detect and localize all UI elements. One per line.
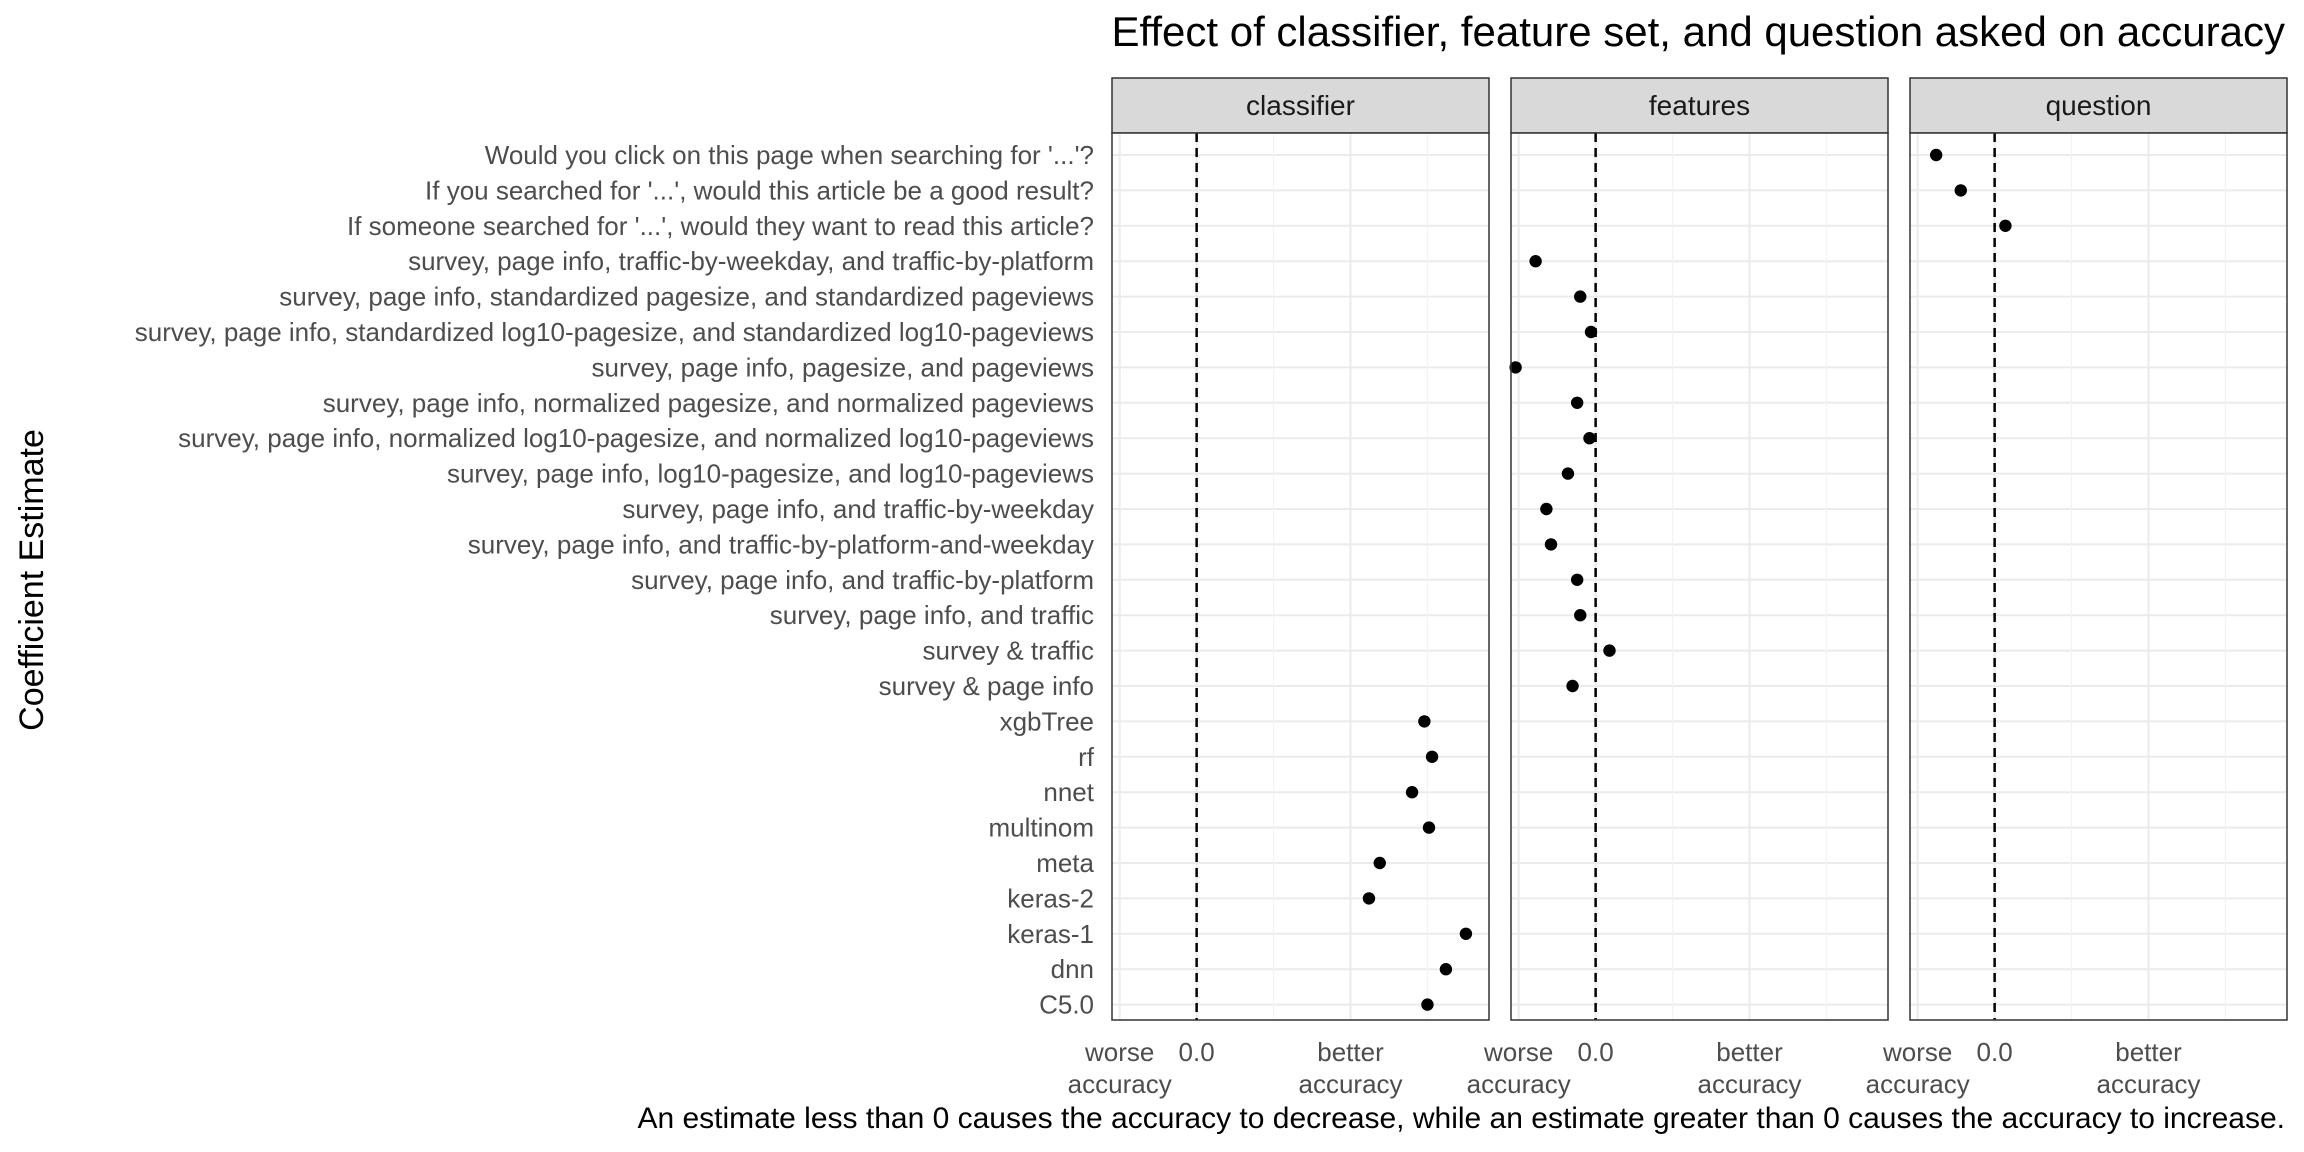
data-point (1544, 538, 1558, 551)
x-tick-label: better accuracy (2096, 1037, 2200, 1099)
y-tick-label: keras-1 (1007, 919, 1094, 949)
data-point (1929, 148, 1943, 162)
data-point (1418, 715, 1431, 728)
panel-background (1112, 133, 1489, 1020)
y-tick-label: nnet (1043, 777, 1094, 807)
data-point (1529, 255, 1542, 268)
x-tick-label: 0.0 (1977, 1037, 2013, 1067)
y-tick-label: xgbTree (1000, 706, 1094, 736)
data-point (1362, 892, 1376, 905)
y-tick-label: multinom (989, 813, 1094, 843)
y-tick-label: Would you click on this page when search… (485, 140, 1094, 170)
panel-border (1510, 132, 1889, 1021)
y-tick-label: rf (1078, 742, 1095, 772)
y-tick-label: If you searched for '...', would this ar… (425, 175, 1094, 205)
data-point (1425, 750, 1439, 763)
x-tick-label: worse accuracy (1068, 1037, 1172, 1099)
data-point (1574, 290, 1587, 303)
x-tick-label: 0.0 (1578, 1037, 1614, 1067)
data-point (1439, 963, 1453, 976)
panel-border (1909, 132, 2288, 1021)
y-axis-labels: Would you click on this page when search… (135, 140, 1095, 1020)
y-tick-label: survey, page info, and traffic (770, 600, 1094, 630)
data-point (1954, 184, 1967, 197)
x-tick-label: better accuracy (1298, 1037, 1402, 1099)
y-tick-label: keras-2 (1007, 883, 1094, 913)
facet-strip (1111, 77, 1490, 134)
x-tick-label: better accuracy (1697, 1037, 1801, 1099)
x-tick-label: worse accuracy (1467, 1037, 1571, 1099)
facet-strip (1510, 77, 1889, 134)
y-tick-label: meta (1036, 848, 1094, 878)
panel-background (1511, 133, 1888, 1020)
data-point (1583, 432, 1596, 445)
panel-border (1111, 132, 1490, 1021)
data-point (1574, 609, 1587, 622)
facet-strip-label: question (2046, 90, 2152, 121)
facet-strip-label: features (1649, 90, 1750, 121)
y-tick-label: survey, page info, and traffic-by-weekda… (622, 494, 1094, 524)
data-point (1422, 821, 1436, 834)
x-tick-label: worse accuracy (1866, 1037, 1970, 1099)
y-tick-label: survey, page info, normalized pagesize, … (323, 388, 1094, 418)
data-point (1421, 998, 1434, 1011)
y-axis-title: Coefficient Estimate (13, 429, 51, 731)
data-point (1570, 573, 1584, 586)
y-tick-label: survey & traffic (923, 636, 1094, 666)
y-tick-label: C5.0 (1039, 990, 1094, 1020)
x-tick-label: 0.0 (1179, 1037, 1215, 1067)
y-tick-label: survey, page info, and traffic-by-platfo… (468, 529, 1094, 559)
chart-title: Effect of classifier, feature set, and q… (1111, 8, 2285, 55)
data-point (1561, 467, 1575, 480)
data-point (1509, 361, 1522, 374)
data-point (1459, 927, 1473, 940)
y-tick-label: survey, page info, log10-pagesize, and l… (447, 459, 1094, 489)
data-point (1373, 856, 1386, 870)
y-tick-label: survey, page info, normalized log10-page… (178, 423, 1094, 453)
data-point (1540, 502, 1553, 516)
chart-caption: An estimate less than 0 causes the accur… (637, 1102, 2285, 1135)
y-tick-label: survey, page info, and traffic-by-platfo… (631, 565, 1094, 595)
y-tick-label: If someone searched for '...', would the… (347, 211, 1094, 241)
y-tick-label: survey, page info, standardized pagesize… (279, 282, 1094, 312)
y-tick-label: survey, page info, standardized log10-pa… (135, 317, 1094, 347)
data-point (1570, 396, 1584, 409)
facet-strip (1909, 77, 2288, 134)
data-point (1603, 644, 1616, 657)
y-tick-label: dnn (1051, 954, 1094, 984)
y-tick-label: survey, page info, pagesize, and pagevie… (591, 352, 1094, 382)
data-point (1405, 786, 1419, 799)
data-point (1999, 219, 2012, 232)
data-point (1566, 679, 1579, 693)
data-point (1584, 325, 1598, 339)
panel-background (1910, 133, 2287, 1020)
y-tick-label: survey & page info (879, 671, 1094, 701)
y-tick-label: survey, page info, traffic-by-weekday, a… (408, 246, 1094, 276)
facet-strip-label: classifier (1246, 90, 1355, 121)
